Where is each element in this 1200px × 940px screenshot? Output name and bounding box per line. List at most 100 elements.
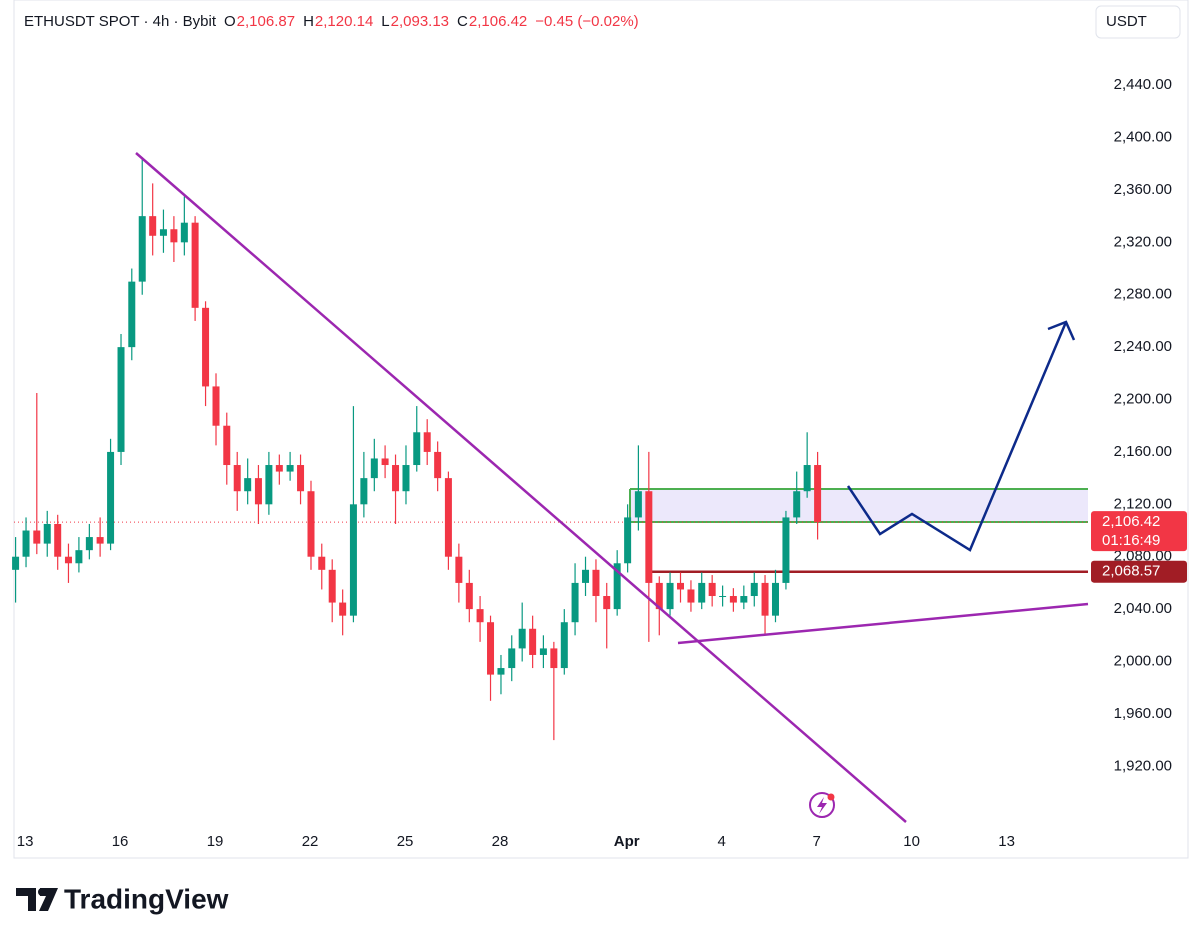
candle-body (719, 596, 727, 598)
candle-body (117, 347, 125, 452)
candle-body (381, 458, 389, 466)
candle-body (529, 628, 537, 655)
x-tick-label: 13 (17, 833, 34, 850)
candle-body (392, 465, 400, 492)
candle-body (96, 537, 104, 544)
x-tick-label: 7 (812, 833, 820, 850)
candle-body (687, 589, 695, 603)
candle-body (698, 582, 706, 603)
y-tick-label: 2,040.00 (1114, 600, 1172, 617)
candle-body (12, 556, 20, 570)
projection-arrow (1047, 320, 1076, 341)
x-tick-label: 22 (302, 833, 319, 850)
candle-body (571, 582, 579, 623)
candle-body (297, 465, 305, 492)
candle-body (539, 648, 547, 655)
logo-mark (16, 888, 58, 911)
level-box (1091, 560, 1187, 583)
last-price-box (1091, 511, 1187, 552)
candle-body (307, 491, 315, 557)
ohlc-key: H (303, 13, 314, 30)
x-tick-label: Apr (614, 833, 640, 850)
candle-body (518, 628, 526, 649)
candle-body (592, 569, 600, 597)
candle-body (550, 648, 558, 669)
alert-dot (827, 793, 835, 801)
candle-body (33, 530, 41, 544)
y-tick-label: 2,400.00 (1114, 129, 1172, 146)
alert-bolt (817, 797, 827, 814)
y-tick-label: 1,960.00 (1114, 705, 1172, 722)
candle-body (75, 550, 83, 564)
candle-body (761, 582, 769, 616)
ohlc-key: O (224, 13, 236, 30)
candle-body (170, 229, 178, 243)
candle-body (223, 425, 231, 466)
candle-body (634, 491, 642, 518)
currency[interactable]: USDT (1106, 13, 1147, 30)
candle-body (508, 648, 516, 669)
symbol: ETHUSDT SPOT · 4h · Bybit (24, 13, 217, 30)
candle-body (233, 465, 241, 492)
candle-body (455, 556, 463, 583)
candle-body (370, 458, 378, 479)
logo-dot (38, 888, 46, 896)
y-tick-label: 2,200.00 (1114, 390, 1172, 407)
x-tick-label: 10 (903, 833, 920, 850)
candle-body (265, 465, 273, 505)
candle-body (750, 582, 758, 597)
trendline-down (135, 152, 907, 823)
x-tick-label: 19 (207, 833, 224, 850)
y-tick-label: 2,120.00 (1114, 495, 1172, 512)
y-tick-label: 2,080.00 (1114, 548, 1172, 565)
x-tick-label: 4 (717, 833, 725, 850)
candle-body (782, 517, 790, 583)
header: ETHUSDT SPOT · 4h · Bybit (24, 13, 217, 30)
candle-body (180, 222, 188, 243)
candle-body (212, 386, 220, 426)
candle-body (487, 622, 495, 675)
drawings-front (135, 152, 1089, 823)
candle-body (339, 602, 347, 616)
x-tick-label: 16 (112, 833, 129, 850)
candle-body (497, 668, 505, 675)
candle-body (465, 582, 473, 610)
candle-body (402, 465, 410, 492)
ohlc-value: 2,093.13 (391, 13, 449, 30)
candle-body (360, 478, 368, 505)
candle-body (43, 523, 51, 544)
y-tick-label: 2,440.00 (1114, 76, 1172, 93)
ohlc-key: L (381, 13, 389, 30)
candles (12, 157, 1088, 741)
candle-body (128, 281, 136, 348)
candle-body (771, 582, 779, 616)
candle-body (666, 582, 674, 610)
candle-body (677, 582, 685, 590)
currency-button[interactable] (1095, 5, 1181, 39)
countdown: 01:16:49 (1102, 532, 1160, 549)
y-tick-label: 2,160.00 (1114, 443, 1172, 460)
candle-body (476, 609, 484, 623)
candle-body (793, 491, 801, 518)
candle-body (582, 569, 590, 583)
candle-body (254, 478, 262, 505)
candle-body (624, 517, 632, 564)
y-tick-label: 2,240.00 (1114, 338, 1172, 355)
last-price-label: 2,106.42 (1102, 513, 1160, 530)
brand: TradingView (64, 883, 229, 914)
candle-body (434, 451, 442, 479)
candle-body (328, 569, 336, 603)
trendline-support (677, 602, 1089, 645)
candle-body (560, 622, 568, 669)
chart-frame (13, 0, 1189, 859)
candle-body (138, 216, 146, 282)
candle-body (740, 596, 748, 603)
ohlc-value: 2,106.87 (237, 13, 295, 30)
projection-path (846, 321, 1068, 552)
candle-body (64, 556, 72, 564)
candle-body (159, 229, 167, 236)
y-tick-label: 2,320.00 (1114, 233, 1172, 250)
candle-body (729, 596, 737, 603)
change: −0.45 (−0.02%) (535, 13, 638, 30)
